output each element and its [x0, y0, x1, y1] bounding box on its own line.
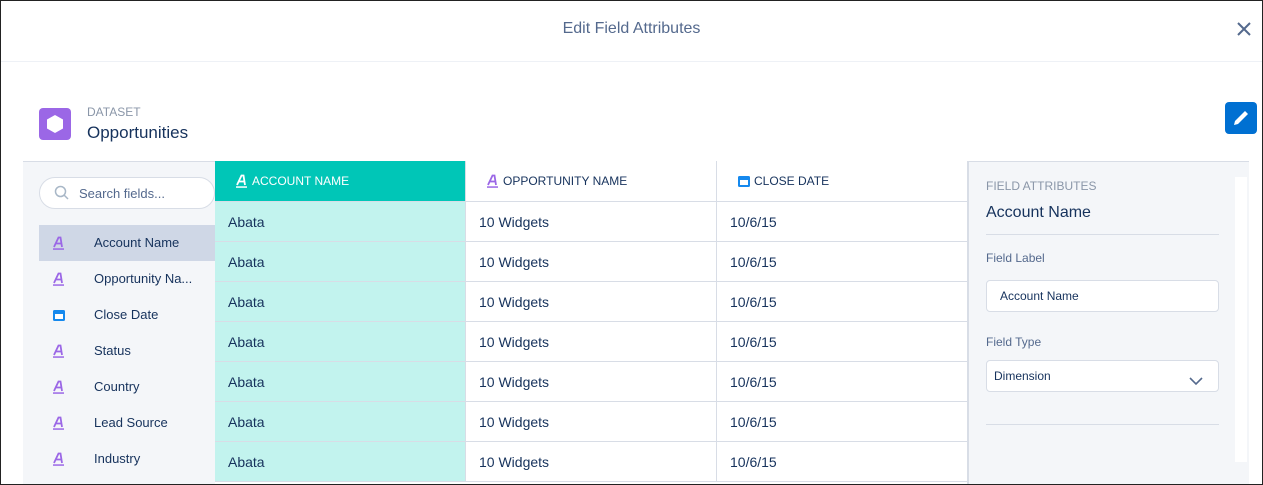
field-label-input[interactable] — [986, 280, 1219, 312]
column-label: CLOSE DATE — [754, 174, 830, 188]
text-icon — [53, 452, 64, 466]
table-cell — [215, 362, 466, 402]
field-item[interactable]: Account Name — [94, 235, 180, 250]
field-item[interactable]: Opportunity Na... — [94, 271, 193, 286]
column-header[interactable] — [466, 161, 717, 202]
search-placeholder: Search fields... — [79, 186, 165, 201]
table-cell — [717, 362, 968, 402]
text-icon — [53, 380, 64, 394]
modal-title: Edit Field Attributes — [562, 20, 701, 37]
modal-header — [1, 1, 1262, 62]
column-header[interactable] — [717, 161, 968, 202]
search-box[interactable] — [39, 177, 215, 209]
field-label-caption: Field Label — [986, 251, 1045, 265]
table-cell — [215, 322, 466, 362]
table-cell — [466, 402, 717, 442]
field-item[interactable]: Status — [94, 343, 131, 358]
cell-text: Abata — [228, 374, 265, 390]
table-cell — [215, 202, 466, 242]
field-type-select[interactable] — [986, 360, 1219, 392]
cell-text: Abata — [228, 414, 265, 430]
cell-text: 10/6/15 — [730, 374, 777, 390]
cell-text: 10 Widgets — [479, 414, 550, 430]
chevron — [1189, 377, 1203, 386]
table-cell — [466, 322, 717, 362]
table-cell — [215, 242, 466, 282]
cell-text: 10/6/15 — [730, 414, 777, 430]
field-type-value: Dimension — [994, 369, 1051, 383]
cell-text: 10 Widgets — [479, 214, 550, 230]
table-cell — [466, 362, 717, 402]
separator — [986, 234, 1219, 235]
column-header[interactable] — [215, 161, 466, 202]
table-cell — [466, 282, 717, 322]
cell-text: 10 Widgets — [479, 374, 550, 390]
table-cell — [466, 442, 717, 482]
field-item[interactable]: Lead Source — [94, 415, 168, 430]
text-icon — [53, 344, 64, 358]
field-type-caption: Field Type — [986, 335, 1042, 349]
text-icon — [53, 272, 64, 286]
table-cell — [466, 202, 717, 242]
table-cell — [717, 442, 968, 482]
table-cell — [717, 322, 968, 362]
table-cell — [717, 242, 968, 282]
cell-text: 10 Widgets — [479, 294, 550, 310]
cell-text: Abata — [228, 294, 265, 310]
cell-text: 10 Widgets — [479, 254, 550, 270]
cell-text: Abata — [228, 214, 265, 230]
cell-text: 10/6/15 — [730, 254, 777, 270]
table-cell — [717, 282, 968, 322]
text-icon — [487, 174, 498, 188]
cell-text: 10/6/15 — [730, 294, 777, 310]
dataset-icon — [39, 108, 71, 140]
text-icon — [53, 416, 64, 430]
separator — [986, 424, 1219, 425]
edit-button[interactable] — [1225, 102, 1257, 134]
text-icon — [236, 174, 247, 188]
field-item[interactable]: Industry — [94, 451, 141, 466]
scrollbar — [1235, 177, 1247, 462]
cell-text: 10/6/15 — [730, 214, 777, 230]
date-icon — [53, 310, 65, 321]
column-label: ACCOUNT NAME — [252, 174, 350, 188]
cell-text: 10 Widgets — [479, 334, 550, 350]
table-cell — [717, 202, 968, 242]
field-label-value: Account Name — [1000, 289, 1079, 303]
cell-text: Abata — [228, 334, 265, 350]
cell-text: 10 Widgets — [479, 454, 550, 470]
table-cell — [215, 402, 466, 442]
attributes-heading: FIELD ATTRIBUTES — [986, 179, 1097, 193]
date-icon — [738, 176, 750, 187]
table-cell — [466, 242, 717, 282]
dataset-name: Opportunities — [87, 123, 189, 142]
column-label: OPPORTUNITY NAME — [503, 174, 628, 188]
field-item[interactable]: Close Date — [94, 307, 159, 322]
text-icon — [53, 236, 64, 250]
field-row-selected[interactable] — [39, 225, 215, 261]
cell-text: Abata — [228, 254, 265, 270]
search-icon — [54, 185, 69, 200]
field-item[interactable]: Country — [94, 379, 140, 394]
table-cell — [717, 402, 968, 442]
close-button[interactable] — [1236, 21, 1252, 37]
cell-text: Abata — [228, 454, 265, 470]
attributes-field: Account Name — [986, 204, 1091, 221]
cell-text: 10/6/15 — [730, 334, 777, 350]
dataset-label: DATASET — [87, 105, 141, 119]
table-cell — [215, 442, 466, 482]
table-cell — [215, 282, 466, 322]
cell-text: 10/6/15 — [730, 454, 777, 470]
divider — [967, 161, 969, 484]
